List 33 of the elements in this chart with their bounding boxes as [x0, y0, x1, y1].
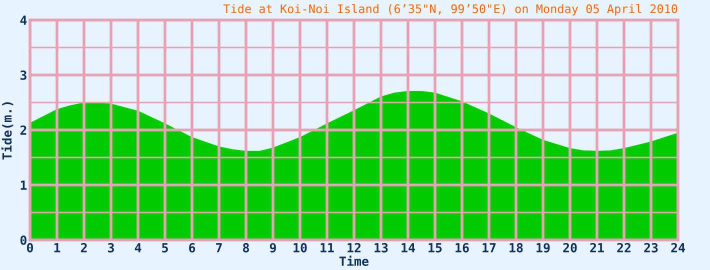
x-tick-label: 9: [270, 243, 276, 253]
x-tick-label: 14: [402, 243, 415, 252]
x-tick-label: 10: [294, 243, 307, 252]
x-tick-label: 11: [320, 243, 334, 252]
x-tick-label: 24: [671, 243, 685, 252]
x-tick-label: 22: [617, 243, 630, 252]
y-tick-label: 3: [20, 70, 26, 80]
x-tick-label: 19: [536, 243, 550, 253]
y-tick-label: 1: [20, 180, 27, 190]
chart-title: Tide at Koi-Noi Island (6’35"N, 99’50"E) on Monday 05 April 2010: [223, 4, 678, 16]
x-tick-label: 12: [348, 243, 360, 252]
x-tick-label: 23: [644, 243, 658, 252]
y-tick-label: 2: [20, 125, 26, 135]
x-tick-label: 18: [510, 243, 523, 252]
x-tick-label: 20: [563, 243, 577, 252]
x-tick-label: 2: [80, 243, 87, 252]
x-axis-title: Time: [340, 256, 369, 266]
x-tick-label: 17: [482, 243, 496, 252]
y-axis-title: Tide(m.): [1, 102, 14, 160]
x-tick-label: 5: [162, 243, 168, 252]
y-tick-label: 0: [20, 235, 26, 245]
x-tick-label: 15: [428, 243, 442, 252]
x-tick-label: 16: [456, 243, 469, 252]
x-tick-label: 1: [54, 243, 60, 252]
x-tick-label: 4: [134, 243, 142, 252]
x-tick-label: 21: [590, 243, 604, 252]
x-tick-label: 8: [243, 243, 249, 252]
x-tick-label: 0: [26, 243, 34, 252]
y-tick-label: 4: [20, 16, 27, 25]
x-tick-label: 13: [374, 243, 388, 252]
x-tick-label: 6: [189, 243, 196, 252]
x-tick-label: 3: [108, 243, 114, 252]
x-tick-label: 7: [216, 243, 222, 252]
